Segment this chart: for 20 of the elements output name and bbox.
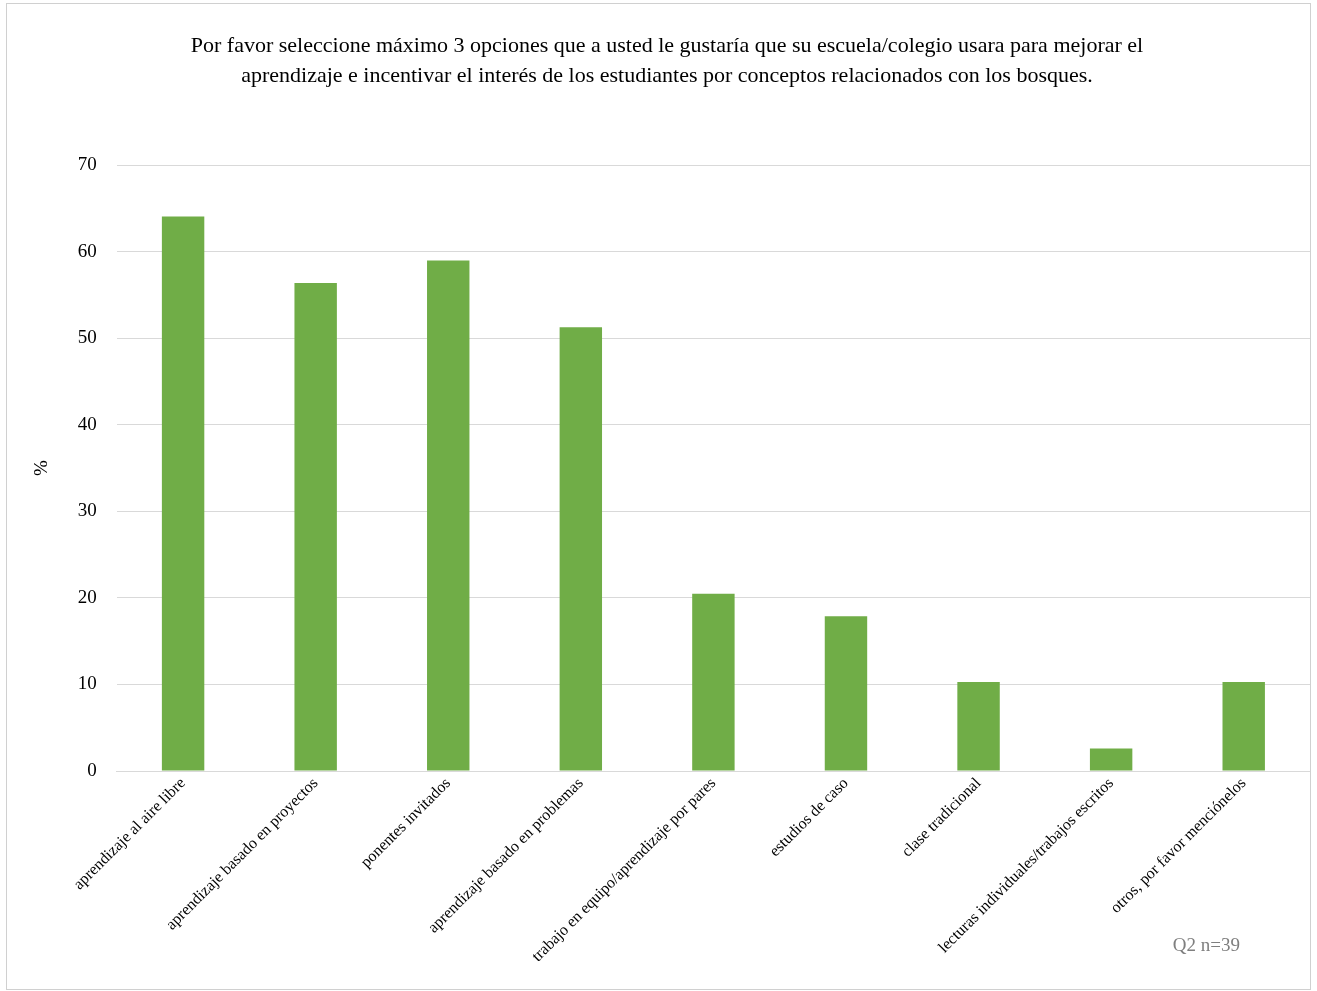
y-tick-label: 40: [77, 412, 97, 434]
bar: [957, 681, 1000, 771]
y-tick-label: 30: [77, 499, 97, 521]
y-tick-label: 10: [77, 672, 97, 694]
y-tick-label: 60: [77, 239, 97, 261]
y-axis-title: %: [30, 460, 52, 477]
y-tick-label: 0: [87, 758, 97, 780]
bar: [824, 616, 868, 771]
y-tick-label: 20: [77, 585, 97, 607]
bar: [692, 593, 735, 771]
bar: [559, 327, 603, 771]
bar: [427, 260, 470, 771]
text: Q2 n=39: [1172, 934, 1240, 956]
y-tick-label: 70: [77, 153, 97, 175]
y-tick-label: 50: [77, 326, 97, 348]
bar: [294, 283, 337, 771]
bar: [1089, 748, 1133, 771]
chart-title: Por favor seleccione máximo 3 opciones que a usted le gustaría que su escuela/colegio usara para mejorar el aprendizaje e incentivar el interés de los estudiantes por conceptos relacionados con los bosques.: [189, 31, 1145, 89]
bar: [1222, 681, 1265, 771]
bar: [161, 216, 205, 771]
